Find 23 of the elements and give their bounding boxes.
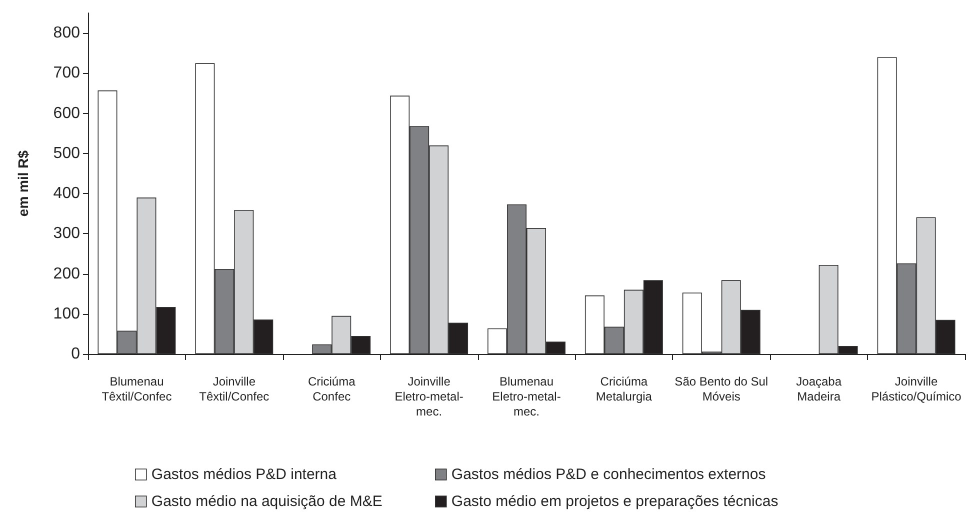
y-tick-label: 600	[53, 104, 80, 122]
legend-label: Gastos médios P&D e conhecimentos externos	[451, 466, 766, 483]
y-tick-label: 700	[53, 64, 80, 82]
x-tick-label: Joinville Têxtil/Confec	[199, 374, 270, 404]
x-tick-label: Criciúma Metalurgia	[596, 374, 652, 404]
x-tick-label: Joinville Plástico/Químico	[871, 374, 962, 404]
x-tick-label: Criciúma Confec	[308, 374, 356, 404]
legend-label: Gasto médio na aquisição de M&E	[151, 493, 382, 510]
y-tick-label: 100	[53, 305, 80, 322]
y-tick-label: 800	[53, 24, 80, 42]
x-tick-label: Joaçaba Madeira	[796, 374, 842, 404]
legend-label: Gasto médio em projetos e preparações técnicas	[451, 493, 778, 510]
y-tick-label: 0	[71, 346, 80, 362]
y-tick-label: 400	[53, 185, 80, 202]
y-tick-label: 300	[53, 225, 80, 242]
x-tick-label: Joinville Eletro-metal- mec.	[394, 374, 464, 418]
x-tick-label: Blumenau Eletro-metal- mec.	[492, 374, 561, 418]
x-tick-label: São Bento do Sul Móveis	[674, 374, 768, 404]
y-tick-label: 200	[53, 265, 80, 282]
legend-label: Gastos médios P&D interna	[151, 466, 338, 483]
y-axis-title: em mil R$	[15, 150, 31, 217]
y-tick-label: 500	[53, 144, 80, 162]
x-tick-label: Blumenau Têxtil/Confec	[102, 374, 172, 404]
